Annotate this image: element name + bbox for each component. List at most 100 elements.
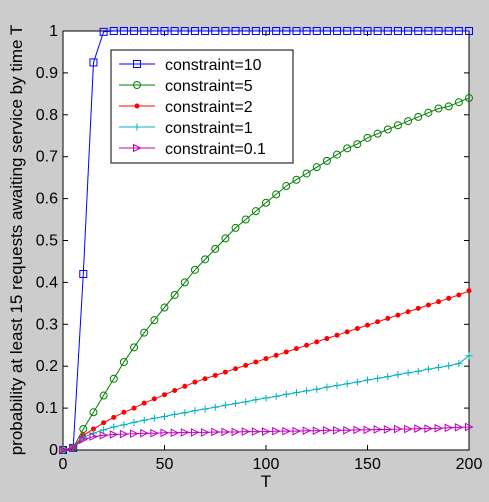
data-point [364,376,371,384]
data-point [272,426,281,436]
y-tick-label: 0.3 [36,316,58,333]
data-point [373,425,383,434]
data-point [465,422,474,432]
data-point [201,428,210,437]
data-point [100,426,108,434]
legend-marker [133,81,141,89]
data-point [354,325,360,331]
data-point [191,407,199,415]
legend-item: constraint=2 [119,99,253,116]
data-point [434,423,444,433]
data-point [435,363,443,371]
data-point [333,381,341,389]
y-tick-label: 0.4 [36,274,58,291]
data-point [404,369,412,377]
data-point [363,27,372,35]
data-point [444,102,453,111]
data-point [221,27,230,35]
data-point [180,27,189,35]
data-point [89,432,99,441]
data-point [131,405,137,411]
axis-ticks: 0 50 100 150 200 0 0.1 0.2 0.3 0.4 0.5 0.6 0.7 0.8 0.9… [36,23,483,473]
data-point [383,27,392,35]
data-point [404,424,413,434]
series-layer [59,27,474,455]
data-point [180,278,189,287]
data-point [151,396,157,402]
data-point [59,445,68,455]
y-tick-label: 0.9 [36,65,58,82]
data-point [314,339,320,345]
data-point [424,424,434,433]
data-point [302,426,312,436]
data-point [272,392,280,400]
data-point [192,379,198,385]
data-point [293,346,299,352]
data-point [343,425,352,435]
data-point [404,27,413,35]
data-point [363,425,373,435]
data-point [182,383,188,389]
legend-item: constraint=10 [119,57,262,74]
data-point [454,98,463,107]
data-point [263,356,269,362]
data-point [405,309,411,315]
data-point [424,108,433,117]
data-point [455,360,463,368]
data-point [393,27,402,35]
data-point [242,398,250,406]
data-point [79,435,88,444]
data-point [373,129,382,138]
data-point [190,27,199,35]
data-point [231,223,240,232]
data-point [425,302,431,308]
data-point [140,27,149,35]
x-tick-label: 150 [354,456,381,473]
data-point [119,429,129,439]
data-point [130,343,139,352]
data-point [272,27,281,35]
data-point [282,426,291,436]
data-point [211,403,219,411]
data-point [140,428,149,438]
data-point [313,385,321,393]
data-point [211,27,220,35]
legend-item: constraint=1 [119,120,253,137]
x-axis-label: T [261,472,271,491]
y-tick-label: 0.5 [36,233,58,250]
data-point [79,425,88,434]
data-point [456,292,462,298]
y-tick-label: 0.7 [36,149,58,166]
data-point [333,150,342,159]
data-point [373,27,382,35]
data-point [304,342,310,348]
data-point [444,423,454,433]
data-point [272,190,281,199]
data-point [344,329,350,335]
data-point [161,412,168,420]
data-point [466,288,472,294]
data-point [141,400,147,406]
data-point [282,27,291,35]
data-point [343,27,352,35]
series-1 [59,94,473,454]
data-point [231,427,241,437]
y-tick-label: 0.1 [36,400,58,417]
data-point [130,27,139,35]
data-point [99,431,109,440]
data-point [119,27,128,35]
legend-label: constraint=5 [165,78,253,95]
data-point [262,394,270,402]
data-point [150,316,159,325]
data-point [222,369,228,375]
data-point [160,27,169,35]
data-point [69,443,78,453]
data-point [241,427,251,436]
data-point [150,428,159,438]
data-point [232,399,240,407]
data-point [383,425,393,434]
data-point [322,27,331,35]
legend-marker [134,103,140,109]
data-point [353,140,362,149]
